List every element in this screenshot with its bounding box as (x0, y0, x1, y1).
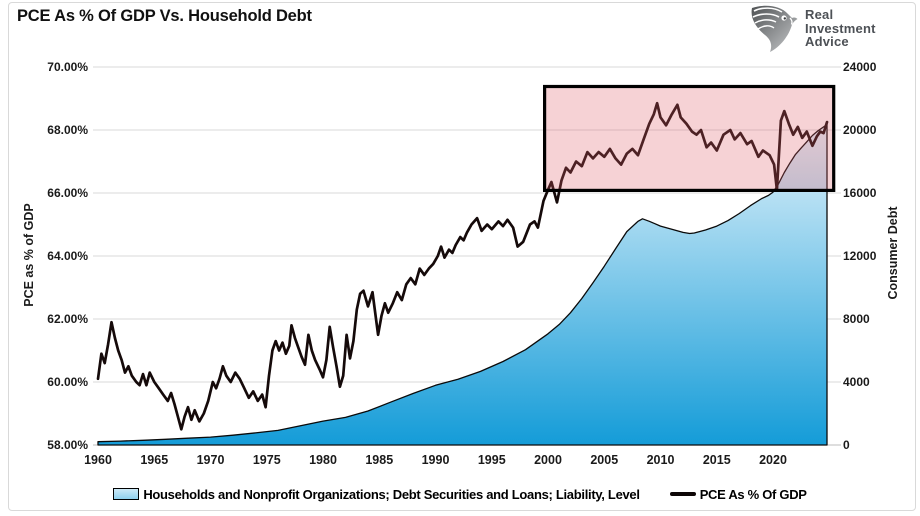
y-axis-right-tick: 12000 (843, 249, 877, 263)
x-axis-tick: 1985 (365, 453, 394, 467)
x-axis-tick: 1970 (196, 453, 225, 467)
line-swatch-icon (669, 492, 696, 496)
y-axis-left-tick: 58.00% (47, 438, 88, 452)
legend-label-pce: PCE As % Of GDP (699, 486, 807, 502)
y-axis-right-tick: 4000 (843, 375, 870, 389)
area-swatch-icon (113, 488, 140, 500)
brand-name: Real Investment Advice (805, 8, 876, 49)
y-axis-right-tick: 24000 (843, 60, 877, 74)
legend-label-household-debt: Households and Nonprofit Organizations; … (143, 486, 640, 502)
y-axis-right-tick: 16000 (843, 186, 877, 200)
y-axis-right-tick: 0 (843, 438, 850, 452)
y-axis-left-tick: 62.00% (47, 312, 88, 326)
highlight-box (542, 84, 836, 193)
x-axis-tick: 1980 (309, 453, 337, 467)
eagle-icon (751, 5, 798, 52)
x-axis-tick: 2020 (759, 453, 787, 467)
y-axis-left-tick: 60.00% (47, 375, 88, 389)
y-axis-right-tick: 20000 (843, 123, 877, 137)
y-axis-left-tick: 68.00% (47, 123, 88, 137)
x-axis-tick: 1975 (252, 453, 281, 467)
pce-line (96, 101, 829, 431)
legend-item-pce: PCE As % Of GDP (669, 486, 807, 502)
x-axis-tick: 2010 (646, 453, 675, 467)
x-axis-tick: 1990 (421, 453, 450, 467)
household-debt-area (97, 123, 828, 446)
y-axis-left-tick: 66.00% (47, 186, 88, 200)
x-axis-tick: 2015 (702, 453, 731, 467)
brand-name-line1: Real (805, 7, 834, 22)
brand-name-line2: Investment (805, 20, 876, 36)
y-axis-left-tick: 70.00% (47, 60, 88, 74)
legend: Households and Nonprofit Organizations; … (0, 483, 920, 505)
y-axis-right-tick: 8000 (843, 312, 870, 326)
brand-name-line3: Advice (805, 34, 849, 49)
x-axis-tick: 1960 (84, 453, 112, 467)
brand-logo: Real Investment Advice (746, 5, 876, 53)
x-axis-tick: 2005 (590, 453, 619, 467)
page-title: PCE As % Of GDP Vs. Household Debt (17, 7, 312, 25)
x-axis-tick: 1965 (140, 453, 169, 467)
legend-item-household-debt: Households and Nonprofit Organizations; … (113, 486, 640, 502)
y-axis-left-tick: 64.00% (47, 249, 88, 263)
x-axis-tick: 1995 (477, 453, 506, 467)
x-axis-tick: 2000 (534, 453, 562, 467)
